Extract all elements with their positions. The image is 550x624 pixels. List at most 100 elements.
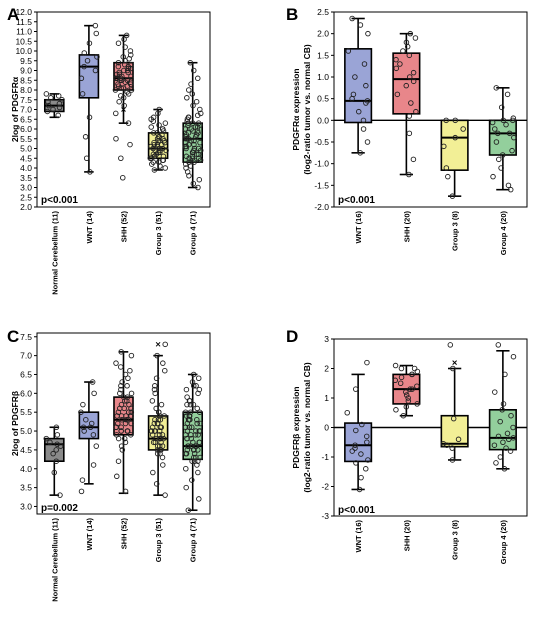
- data-point: [125, 65, 132, 72]
- data-point: [152, 439, 159, 446]
- data-point: [87, 169, 93, 175]
- data-point: [128, 61, 134, 68]
- data-point: [159, 443, 166, 449]
- data-point: [441, 143, 447, 150]
- data-point: [122, 44, 128, 50]
- data-point: [156, 432, 163, 438]
- box-4: [488, 85, 517, 193]
- data-point: [160, 360, 166, 366]
- y-tick-label: 4.5: [20, 445, 32, 455]
- data-point: [126, 401, 132, 408]
- data-point: [191, 67, 197, 74]
- box-2: [392, 362, 421, 419]
- data-point: [364, 439, 370, 446]
- data-point: [492, 389, 498, 395]
- data-point: [158, 424, 165, 431]
- data-point: [188, 81, 194, 87]
- panel-letter: B: [286, 5, 298, 24]
- y-axis-label-line: PDGFRα expression: [291, 68, 301, 150]
- box-3: [440, 117, 469, 199]
- data-point: [501, 466, 508, 472]
- data-point: [195, 120, 202, 126]
- y-tick-label: 4.0: [20, 464, 32, 474]
- data-point: [196, 409, 203, 415]
- data-point: [118, 413, 125, 419]
- data-point: [44, 108, 51, 115]
- data-point: [452, 134, 458, 141]
- data-point: [349, 448, 355, 454]
- y-axis-label-line: PDGFRβ expression: [291, 386, 301, 468]
- plot-frame: [36, 332, 211, 515]
- data-point: [152, 383, 158, 389]
- y-tick-label: 1.5: [317, 50, 329, 60]
- data-point: [128, 87, 135, 93]
- category-label: SHH (52): [120, 518, 129, 550]
- data-point: [197, 139, 203, 146]
- y-axis-label-line: (log2-ratio tumor vs. normal CB): [302, 362, 312, 493]
- data-point: [489, 119, 496, 126]
- data-point: [81, 50, 88, 56]
- data-point: [185, 114, 192, 121]
- panel-b: B -2.0 -1.5 -1.0 -0.5 0.0 0.5 1.0 1.5 2.0 2.5 PDGFR…: [286, 5, 528, 255]
- data-point: [125, 375, 131, 382]
- data-point: [195, 145, 202, 152]
- y-tick-label: -2: [321, 482, 329, 492]
- data-point: [406, 52, 413, 59]
- data-point: [160, 126, 166, 132]
- data-point: [128, 409, 135, 415]
- y-tick-label: 2.5: [20, 192, 32, 202]
- data-point: [349, 15, 355, 22]
- data-point: [155, 159, 162, 165]
- data-point: [397, 380, 404, 387]
- y-tick-label: 4.5: [20, 153, 32, 163]
- data-point: [91, 390, 97, 397]
- data-point: [193, 98, 200, 105]
- data-point: [500, 401, 507, 407]
- data-point: [189, 379, 196, 385]
- panel-d: D -3 -2 -1 0 1 2 3 PDGFRβ expression(log2-ratio …: [286, 327, 528, 564]
- y-tick-label: 2.0: [20, 202, 32, 212]
- data-point: [195, 75, 201, 82]
- data-point: [153, 405, 159, 412]
- data-point: [127, 367, 133, 374]
- data-point: [186, 416, 192, 423]
- data-point: [500, 117, 507, 124]
- y-tick-label: 12.0: [15, 7, 32, 17]
- data-point: [403, 82, 409, 89]
- data-point: [157, 149, 163, 156]
- data-point: [150, 130, 157, 136]
- y-tick-label: 6.5: [20, 114, 32, 124]
- data-point: [118, 424, 124, 431]
- y-tick-label: 1.0: [317, 72, 329, 82]
- category-label: Group 4 (71): [189, 211, 198, 256]
- y-tick-label: 5.5: [20, 134, 32, 144]
- data-point: [491, 442, 498, 448]
- data-point: [122, 371, 129, 378]
- data-point: [47, 439, 53, 446]
- data-point: [125, 69, 131, 76]
- data-point: [122, 398, 128, 404]
- data-point: [127, 141, 133, 148]
- category-label: WNT (16): [354, 211, 363, 244]
- data-point: [114, 75, 120, 82]
- y-tick-label: 5.0: [20, 144, 32, 154]
- data-point: [124, 383, 130, 389]
- data-point: [363, 433, 370, 440]
- data-point: [118, 428, 124, 434]
- data-point: [499, 152, 506, 158]
- data-point: [393, 407, 399, 413]
- box-5: [182, 371, 204, 513]
- data-point: [500, 439, 506, 446]
- data-point: [403, 392, 410, 398]
- data-point: [84, 58, 91, 64]
- data-point: [403, 404, 410, 410]
- data-point: [156, 413, 163, 419]
- box-2: [78, 22, 100, 175]
- data-point: [93, 30, 100, 37]
- data-point: [411, 365, 418, 372]
- box-2: [392, 30, 421, 178]
- data-point: [409, 371, 415, 378]
- data-point: [510, 424, 516, 431]
- data-point: [162, 120, 169, 126]
- data-point: [495, 342, 502, 348]
